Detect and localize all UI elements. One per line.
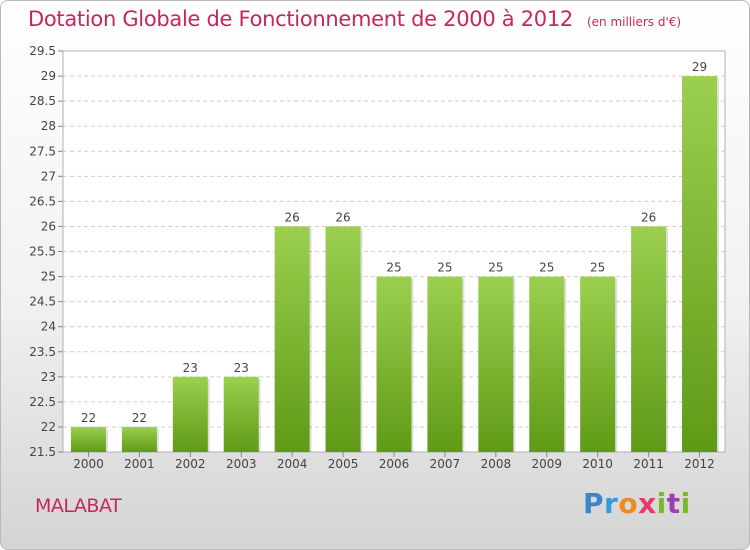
data-label: 25 xyxy=(539,261,554,275)
data-label: 26 xyxy=(335,210,350,224)
y-tick-label: 23.5 xyxy=(29,345,56,359)
x-tick-label: 2000 xyxy=(73,457,104,471)
x-tick-label: 2005 xyxy=(328,457,359,471)
x-tick-label: 2010 xyxy=(582,457,613,471)
y-tick-label: 29.5 xyxy=(29,44,56,58)
data-label: 29 xyxy=(692,60,707,74)
y-tick-label: 27.5 xyxy=(29,144,56,158)
bar xyxy=(478,276,514,452)
data-label: 26 xyxy=(641,210,656,224)
y-tick-label: 22 xyxy=(41,420,56,434)
bar xyxy=(223,376,259,452)
y-tick-label: 23 xyxy=(41,370,56,384)
bars: 22 22 23 23 26 26 25 25 25 25 25 26 29 xyxy=(70,60,720,452)
y-axis: 21.5 22 22.5 23 23.5 24 24.5 25 25.5 26 26.5 27 27.5… xyxy=(29,44,63,459)
bar xyxy=(325,226,361,452)
bar xyxy=(682,76,718,452)
proxiti-logo[interactable]: Proxiti xyxy=(583,487,691,520)
x-tick-label: 2012 xyxy=(684,457,715,471)
bar xyxy=(121,426,157,452)
logo-letter: i xyxy=(680,487,691,520)
y-tick-label: 27 xyxy=(41,169,56,183)
logo-letter: r xyxy=(604,487,619,520)
y-tick-label: 28 xyxy=(41,119,56,133)
bar xyxy=(631,226,667,452)
x-tick-label: 2004 xyxy=(277,457,308,471)
bar xyxy=(580,276,616,452)
data-label: 25 xyxy=(488,261,503,275)
logo-letter: x xyxy=(638,487,657,520)
x-tick-label: 2011 xyxy=(633,457,664,471)
x-tick-label: 2007 xyxy=(430,457,461,471)
bar xyxy=(274,226,310,452)
logo-letter: t xyxy=(666,487,681,520)
y-tick-label: 29 xyxy=(41,69,56,83)
logo-letter: i xyxy=(656,487,667,520)
y-tick-label: 25.5 xyxy=(29,245,56,259)
data-label: 25 xyxy=(437,261,452,275)
y-tick-label: 26.5 xyxy=(29,194,56,208)
data-label: 26 xyxy=(285,210,300,224)
bar xyxy=(376,276,412,452)
y-tick-label: 25 xyxy=(41,270,56,284)
y-tick-label: 28.5 xyxy=(29,94,56,108)
data-label: 25 xyxy=(386,261,401,275)
chart-unit: (en milliers d'€) xyxy=(586,15,682,29)
data-label: 22 xyxy=(132,411,147,425)
data-label: 23 xyxy=(183,361,198,375)
y-tick-label: 22.5 xyxy=(29,395,56,409)
x-tick-label: 2006 xyxy=(379,457,410,471)
x-tick-label: 2003 xyxy=(226,457,257,471)
bar xyxy=(529,276,565,452)
y-tick-label: 21.5 xyxy=(29,445,56,459)
bar xyxy=(70,426,106,452)
commune-name: MALABAT xyxy=(35,495,122,517)
data-label: 23 xyxy=(234,361,249,375)
chart-title-text: Dotation Globale de Fonctionnement de 20… xyxy=(28,7,573,31)
bar xyxy=(172,376,208,452)
logo-letter: o xyxy=(618,487,639,520)
logo-letter: P xyxy=(583,487,605,520)
x-tick-label: 2002 xyxy=(175,457,206,471)
x-tick-label: 2001 xyxy=(124,457,155,471)
x-tick-label: 2008 xyxy=(481,457,512,471)
bar xyxy=(427,276,463,452)
x-tick-label: 2009 xyxy=(531,457,562,471)
y-tick-label: 24 xyxy=(41,320,56,334)
y-tick-label: 24.5 xyxy=(29,295,56,309)
y-tick-label: 26 xyxy=(41,219,56,233)
chart-title: Dotation Globale de Fonctionnement de 20… xyxy=(28,7,681,31)
x-axis: 2000 2001 2002 2003 2004 2005 2006 2007 2008 2009… xyxy=(73,452,715,471)
data-label: 22 xyxy=(81,411,96,425)
data-label: 25 xyxy=(590,261,605,275)
